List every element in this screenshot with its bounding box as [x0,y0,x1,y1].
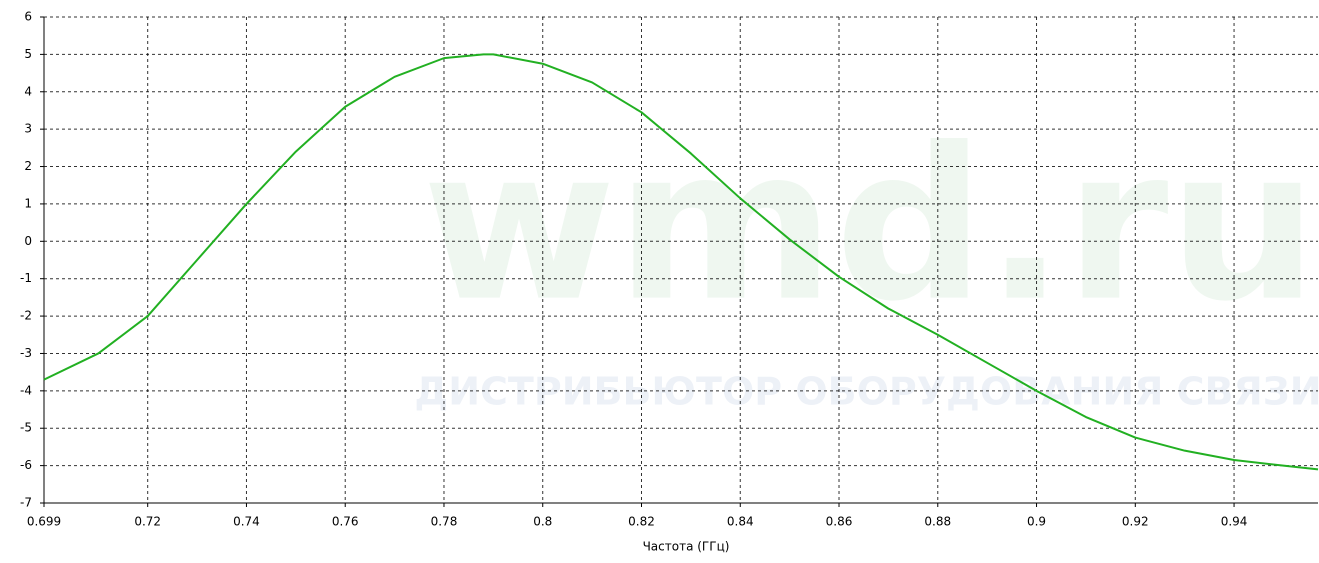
x-tick-label: 0.86 [826,515,853,529]
y-tick-label: 2 [24,159,32,173]
watermark-logo: wmd.ru [422,103,1318,348]
data-line [43,53,1319,471]
x-tick-label: 0.84 [727,515,754,529]
x-tick-label: 0.72 [134,515,161,529]
y-tick-label: 4 [24,84,32,98]
y-tick-label: -5 [20,421,32,435]
y-tick-label: -3 [20,346,32,360]
y-tick-label: 1 [24,196,32,210]
x-tick-label: 0.76 [332,515,359,529]
y-tick-label: -1 [20,271,32,285]
y-tick-label: -6 [20,458,32,472]
y-tick-label: 3 [24,122,32,136]
x-tick-label: 0.92 [1122,515,1149,529]
y-tick-label: -7 [20,496,32,510]
x-tick-label: 0.8 [533,515,552,529]
watermark-text: ДИСТРИБЬЮТОР ОБОРУДОВАНИЯ СВЯЗИ [414,370,1319,414]
y-tick-label: 6 [24,10,32,24]
y-tick-label: 5 [24,47,32,61]
x-tick-label: 0.88 [924,515,951,529]
y-tick-label: 0 [24,234,32,248]
x-tick-label: 0.82 [628,515,655,529]
x-tick-label: 0.699 [27,515,61,529]
y-tick-label: -2 [20,309,32,323]
x-axis-label: Частота (ГГц) [643,540,730,554]
x-tick-label: 0.74 [233,515,260,529]
x-tick-label: 0.9 [1027,515,1046,529]
x-tick-label: 0.94 [1221,515,1248,529]
y-tick-label: -4 [20,383,32,397]
x-tick-label: 0.78 [431,515,458,529]
